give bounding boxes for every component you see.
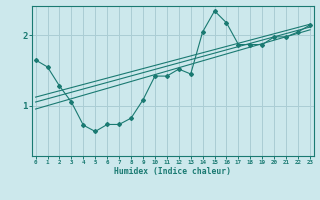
X-axis label: Humidex (Indice chaleur): Humidex (Indice chaleur) — [114, 167, 231, 176]
